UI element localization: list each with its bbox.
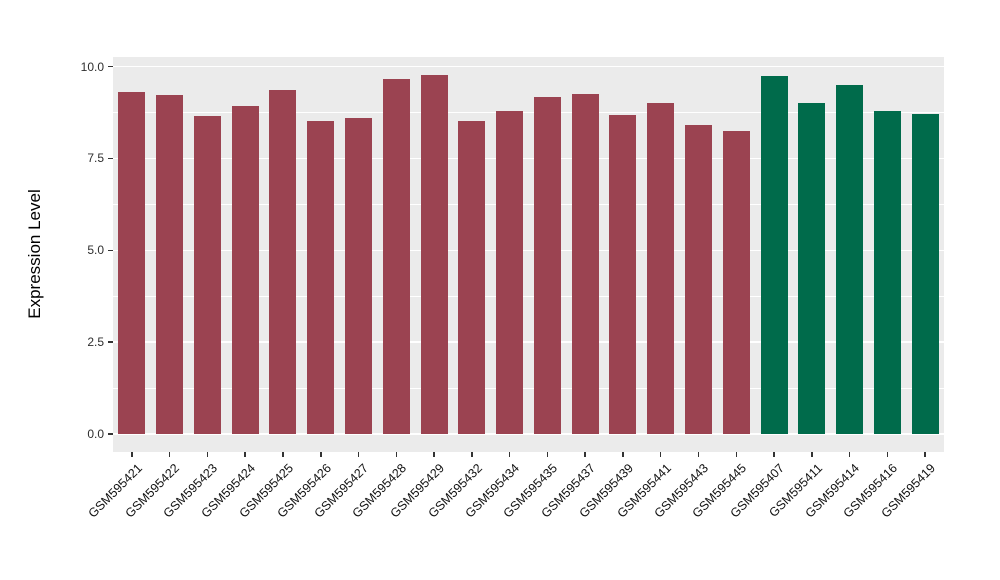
bar-GSM595423 xyxy=(193,116,221,434)
bar-GSM595437 xyxy=(571,94,599,434)
x-tick-mark xyxy=(622,452,624,457)
x-tick-mark xyxy=(546,452,549,457)
gridline-minor xyxy=(113,295,944,297)
y-tick-mark xyxy=(108,341,113,343)
x-tick-mark xyxy=(244,452,246,457)
bar-GSM595435 xyxy=(533,97,561,434)
x-tick-label-GSM595419: GSM595419 xyxy=(708,459,938,521)
y-axis-title: Expression Level xyxy=(25,189,44,319)
x-tick-mark xyxy=(811,452,813,457)
x-tick-mark xyxy=(886,452,889,457)
y-tick-mark xyxy=(108,65,113,68)
gridline-major xyxy=(113,433,944,435)
bar-GSM595434 xyxy=(496,110,524,434)
bar-GSM595411 xyxy=(798,102,826,434)
x-tick-mark xyxy=(357,452,360,457)
x-tick-mark xyxy=(206,452,209,457)
x-tick-mark xyxy=(471,452,473,457)
gridline-minor xyxy=(113,112,944,113)
y-tick-label: 7.5 xyxy=(87,151,104,166)
bar-GSM595419 xyxy=(911,114,939,434)
x-tick-mark xyxy=(584,452,586,457)
x-tick-mark xyxy=(508,452,511,457)
x-tick-mark xyxy=(131,452,133,457)
y-tick-mark xyxy=(108,249,113,251)
x-tick-mark xyxy=(433,452,435,457)
y-tick-mark xyxy=(108,433,113,435)
y-tick-label: 10.0 xyxy=(80,59,104,74)
x-tick-mark xyxy=(697,452,700,457)
x-tick-label-text: GSM595419 xyxy=(878,461,939,521)
x-tick-mark xyxy=(773,452,775,457)
gridline-major xyxy=(113,249,944,251)
x-tick-mark xyxy=(659,452,662,457)
plot-panel xyxy=(113,57,944,452)
bar-GSM595441 xyxy=(647,102,675,434)
bar-GSM595422 xyxy=(156,95,184,434)
gridline-minor xyxy=(113,203,944,205)
x-tick-mark xyxy=(168,452,171,457)
y-tick-label: 2.5 xyxy=(87,335,104,350)
x-tick-mark xyxy=(282,452,284,457)
x-tick-mark xyxy=(395,452,398,457)
bar-GSM595421 xyxy=(118,92,146,434)
y-tick-label: 0.0 xyxy=(87,427,104,441)
gridline-major xyxy=(113,65,944,68)
bar-GSM595414 xyxy=(836,84,864,434)
bar-GSM595427 xyxy=(345,118,373,434)
x-tick-mark xyxy=(924,452,926,457)
bar-GSM595429 xyxy=(420,74,448,434)
x-tick-mark xyxy=(848,452,851,457)
gridline-major xyxy=(113,341,944,343)
x-tick-mark xyxy=(320,452,322,457)
bar-GSM595432 xyxy=(458,120,486,434)
bar-GSM595439 xyxy=(609,115,637,434)
bar-GSM595425 xyxy=(269,89,297,434)
bar-GSM595407 xyxy=(760,75,788,434)
y-tick-mark xyxy=(108,157,113,160)
bar-GSM595445 xyxy=(722,131,750,434)
bar-GSM595428 xyxy=(382,78,410,434)
x-tick-mark xyxy=(735,452,737,457)
bar-GSM595416 xyxy=(873,111,901,434)
bar-GSM595443 xyxy=(684,124,712,434)
gridline-major xyxy=(113,157,944,160)
gridline-minor xyxy=(113,387,944,389)
bar-GSM595426 xyxy=(307,120,335,434)
bar-GSM595424 xyxy=(231,105,259,434)
y-tick-label: 5.0 xyxy=(87,243,104,258)
